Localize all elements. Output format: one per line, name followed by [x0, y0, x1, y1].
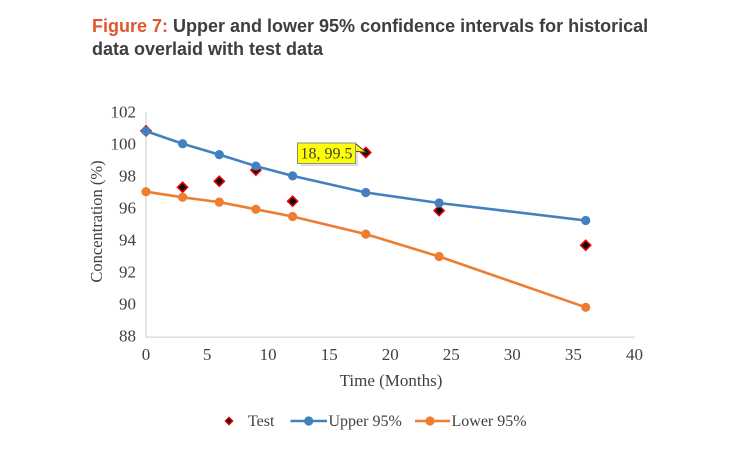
- svg-text:18, 99.5: 18, 99.5: [301, 145, 353, 162]
- svg-text:94: 94: [119, 231, 137, 250]
- svg-text:Upper 95%: Upper 95%: [329, 413, 402, 430]
- svg-text:92: 92: [119, 263, 136, 282]
- svg-text:5: 5: [203, 345, 212, 364]
- svg-text:88: 88: [119, 327, 136, 346]
- svg-text:Lower 95%: Lower 95%: [452, 413, 527, 430]
- svg-text:90: 90: [119, 295, 136, 314]
- svg-text:35: 35: [565, 345, 582, 364]
- svg-text:Test: Test: [248, 413, 275, 430]
- svg-text:100: 100: [111, 135, 137, 154]
- svg-text:25: 25: [443, 345, 460, 364]
- svg-text:96: 96: [119, 199, 136, 218]
- svg-text:10: 10: [260, 345, 277, 364]
- svg-text:15: 15: [321, 345, 338, 364]
- svg-text:0: 0: [142, 345, 151, 364]
- svg-text:30: 30: [504, 345, 521, 364]
- svg-text:40: 40: [626, 345, 643, 364]
- svg-text:102: 102: [111, 103, 137, 122]
- svg-text:20: 20: [382, 345, 399, 364]
- svg-text:98: 98: [119, 167, 136, 186]
- svg-text:Concentration (%): Concentration (%): [87, 160, 106, 282]
- svg-text:Time (Months): Time (Months): [340, 371, 443, 390]
